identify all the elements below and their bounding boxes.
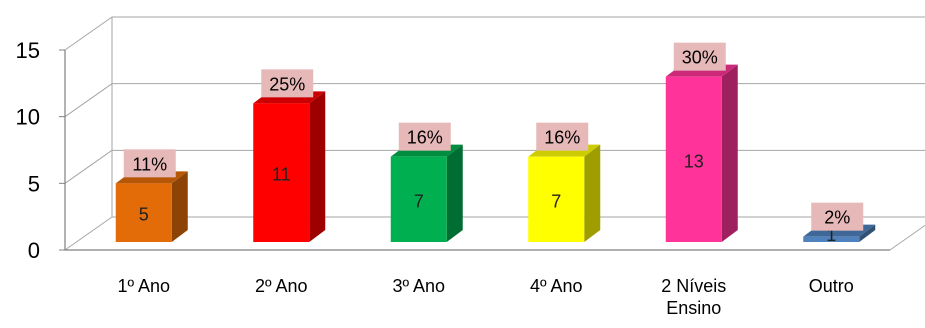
bar-front-5 [803,236,860,242]
y-tick-label-0: 0 [28,238,40,263]
category-label-5: Outro [809,276,854,296]
y-tick-label-1: 5 [28,171,40,196]
category-label-3: 4º Ano [530,276,583,296]
bar-side-0 [171,171,188,242]
percent-box-2 [398,122,451,151]
bar-side-1 [309,91,326,242]
bar-3 [528,144,601,242]
bar-side-3 [584,144,601,242]
percent-label-5: 2% [824,208,850,228]
bar-front-1 [253,103,310,242]
floor-right-edge [889,224,925,251]
category-label-4-line-1: Ensino [666,298,721,318]
category-label-1: 2º Ano [255,276,308,296]
percent-label-2: 16% [407,128,443,148]
percent-box-4 [673,42,726,71]
grid-layer [59,16,925,251]
bar-side-4 [721,64,738,243]
percent-label-1: 25% [269,74,305,94]
gridline-diagonal-0 [64,216,113,251]
bar-2 [390,144,463,242]
bar-front-0 [115,183,172,242]
percent-box-0 [123,149,176,178]
value-label-1: 11 [272,165,291,185]
value-label-4: 13 [684,151,704,171]
gridline-diagonal-2 [64,83,113,118]
value-label-3: 7 [551,191,561,211]
bar-front-4 [665,76,722,243]
bars-layer [115,64,876,243]
category-label-0: 1º Ano [117,276,170,296]
y-tick-label-3: 15 [16,38,40,63]
percent-box-1 [261,69,314,98]
bar-0 [115,171,188,242]
category-label-2: 3º Ano [392,276,445,296]
labels-layer: 0 5 10 15 5 11% 1º Ano 11 25% 2º Ano 7 16% 3º Ano 7 16… [16,38,864,318]
percent-label-3: 16% [544,128,580,148]
percent-box-5 [811,202,864,231]
gridline-diagonal-1 [64,149,113,184]
value-label-2: 7 [414,191,424,211]
gridline-diagonal-3 [64,16,113,51]
bar-side-5 [859,224,876,242]
percent-label-0: 11% [132,154,167,174]
bar-front-2 [390,156,447,242]
category-label-4-line-0: 2 Níveis [661,276,726,296]
percent-label-4: 30% [682,48,718,68]
y-tick-label-2: 10 [16,105,40,130]
bar-front-3 [528,156,585,242]
bar-side-2 [446,144,463,242]
value-label-0: 5 [139,205,149,225]
value-label-5: 1 [826,225,836,245]
percent-box-3 [536,122,589,151]
